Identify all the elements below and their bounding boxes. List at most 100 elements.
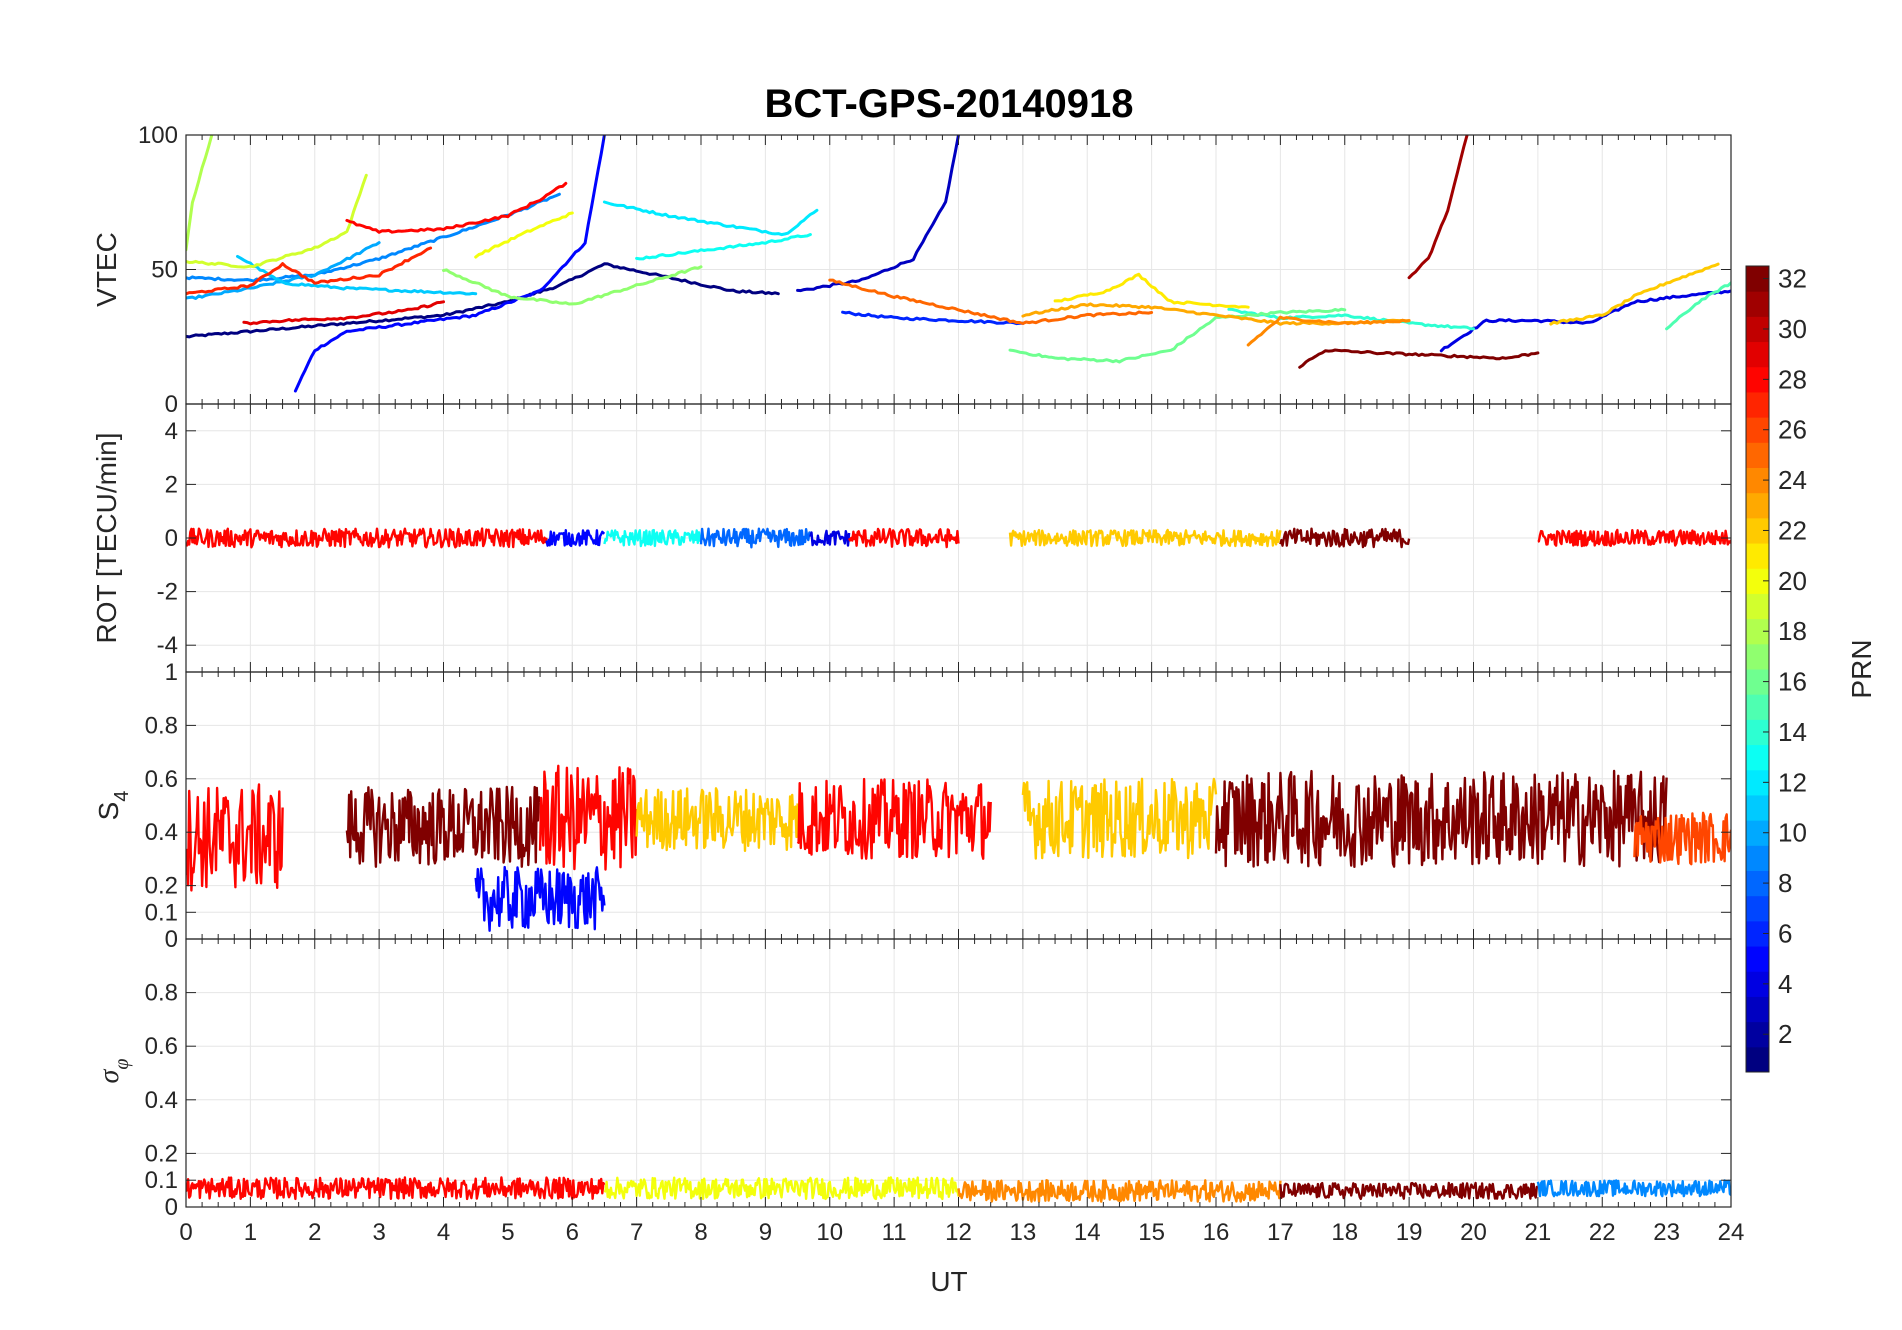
figure-title: BCT-GPS-20140918: [764, 82, 1133, 126]
x-tick-label: 7: [630, 1219, 643, 1246]
colorbar-tick-label: 22: [1778, 515, 1807, 545]
sigma_phi-band-2-prn-24: [957, 1179, 1282, 1203]
colorbar-tick-label: 20: [1778, 566, 1807, 596]
colorbar-bin-27: [1746, 391, 1769, 418]
vtec-prn-18-line: [186, 135, 214, 252]
vtec-prn-14-line: [1227, 307, 1475, 331]
colorbar-bin-19: [1746, 593, 1769, 620]
colorbar-tick-label: 18: [1778, 616, 1807, 646]
s4-band-8-prn-26: [1633, 811, 1731, 866]
colorbar-bin-24: [1746, 467, 1769, 494]
s4-y-tick-label: 0.1: [145, 899, 178, 926]
colorbar-bin-15: [1746, 694, 1769, 720]
colorbar-bin-29: [1746, 341, 1769, 368]
colorbar-bin-18: [1746, 618, 1769, 645]
vtec-prn-6-line: [841, 310, 1025, 326]
x-tick-label: 13: [1010, 1219, 1037, 1246]
s4-ticks: [185, 671, 1732, 940]
rot-band-0-prn-28: [186, 527, 548, 549]
x-tick-label: 10: [816, 1219, 843, 1246]
vtec-prn-20-line: [474, 211, 574, 259]
vtec-y-tick-label: 100: [138, 122, 178, 149]
x-tick-label: 9: [759, 1219, 772, 1246]
colorbar-bin-16: [1746, 669, 1769, 695]
s4-band-7-prn-32: [1214, 769, 1668, 868]
colorbar-tick-label: 30: [1778, 314, 1807, 344]
x-tick-label: 4: [437, 1219, 450, 1246]
x-tick-label: 5: [501, 1219, 514, 1246]
colorbar-bin-4: [1746, 971, 1769, 997]
rot-band-8-prn-28: [1537, 528, 1731, 548]
colorbar-bin-25: [1746, 442, 1769, 468]
vtec-prn-13-line: [635, 233, 812, 261]
vtec-ticks: [185, 134, 1732, 405]
vtec-prn-17-line: [442, 265, 703, 306]
s4-band-6-prn-22: [1021, 777, 1218, 860]
x-tick-label: 16: [1203, 1219, 1230, 1246]
colorbar-tick-label: 14: [1778, 717, 1807, 747]
colorbar-bin-14: [1746, 719, 1769, 746]
s4-y-tick-label: 0.4: [145, 819, 178, 846]
x-tick-label: 18: [1331, 1219, 1358, 1246]
s4-y-tick-label: 0.6: [145, 766, 178, 793]
rot-band-5-prn-28: [848, 527, 960, 549]
colorbar-bin-26: [1746, 417, 1769, 443]
colorbar-bin-10: [1746, 820, 1769, 846]
x-tick-label: 8: [694, 1219, 707, 1246]
rot-y-tick-label: -2: [157, 579, 178, 606]
colorbar-bin-30: [1746, 316, 1769, 343]
colorbar-bin-31: [1746, 291, 1769, 317]
vtec-y-tick-label: 0: [165, 391, 178, 418]
x-tick-label: 11: [882, 1219, 907, 1246]
s4-y-tick-label: 0.8: [145, 712, 178, 739]
colorbar-bin-13: [1746, 744, 1769, 771]
sigma_phi-y-tick-label: 0.4: [145, 1087, 178, 1114]
rot-band-7-prn-32: [1279, 527, 1411, 549]
s4-band-2-prn-5: [474, 865, 606, 932]
vtec-prn-22-line: [1549, 262, 1720, 326]
x-tick-label: 3: [372, 1219, 385, 1246]
vtec-prn-27-line: [186, 246, 433, 296]
s4-band-3-prn-28: [538, 764, 638, 871]
vtec-prn-32-line: [1298, 348, 1540, 369]
s4-band-4-prn-22: [635, 787, 799, 852]
colorbar-bin-11: [1746, 794, 1769, 821]
colorbar-tick-label: 10: [1778, 818, 1807, 848]
sigma_phi-band-4-prn-9: [1536, 1179, 1731, 1198]
sigma_phi-band-3-prn-32: [1279, 1181, 1539, 1201]
s4-y-tick-label: 1: [165, 659, 178, 686]
x-axis-label: UT: [930, 1266, 967, 1297]
panel-vtec: 0 50 100 VTEC: [91, 122, 1732, 418]
colorbar-bin-6: [1746, 920, 1769, 947]
colorbar-frame: [1745, 265, 1770, 1073]
vtec-prn-5-line: [293, 135, 606, 393]
vtec-prn-4-line: [1439, 289, 1731, 353]
sigma_phi-y-tick-label: 0.2: [145, 1140, 178, 1167]
sigma_phi-y-tick-label: 0.1: [145, 1167, 178, 1194]
rot-y-tick-label: 2: [165, 471, 178, 498]
x-tick-label: 22: [1589, 1219, 1616, 1246]
vtec-data: [186, 135, 1731, 393]
colorbar-bin-28: [1746, 366, 1769, 393]
colorbar-bin-9: [1746, 845, 1769, 871]
colorbar-tick-label: 8: [1778, 868, 1792, 898]
x-tick-label: 12: [945, 1219, 972, 1246]
rot-band-4-prn-4: [809, 529, 851, 547]
sigma_phi-y-tick-label: 0: [165, 1194, 178, 1221]
sigma_phi-ticks: [185, 939, 1732, 1208]
rot-y-axis-label: ROT [TECU/min]: [91, 432, 122, 643]
colorbar-label: PRN: [1846, 639, 1877, 698]
x-tick-label: 15: [1138, 1219, 1165, 1246]
colorbar-tick-label: 32: [1778, 264, 1807, 294]
colorbar-tick-label: 12: [1778, 767, 1807, 797]
colorbar-tick-label: 26: [1778, 415, 1807, 445]
rot-band-1-prn-5: [545, 529, 606, 548]
s4-y-tick-label: 0.2: [145, 873, 178, 900]
sigma_phi-data: [186, 1176, 1731, 1203]
vtec-prn-15-line: [1665, 281, 1731, 331]
vtec-prn-21-line: [1053, 272, 1250, 309]
colorbar-bin-23: [1746, 492, 1769, 519]
